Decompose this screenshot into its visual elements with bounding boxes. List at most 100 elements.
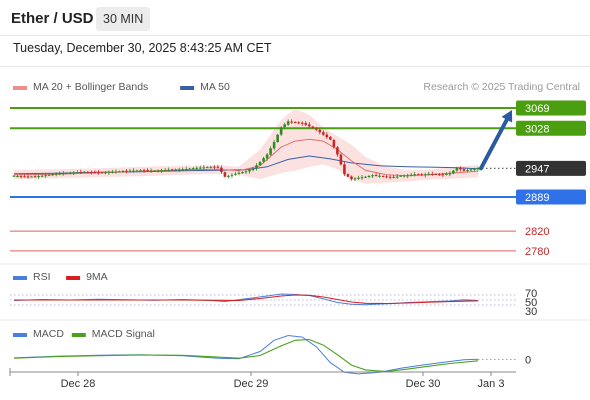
candlesticks bbox=[12, 119, 480, 182]
rsi-tick-label: 30 bbox=[525, 306, 537, 318]
macd-legend-swatch-1 bbox=[71, 333, 86, 337]
candle-body bbox=[65, 173, 69, 175]
candle-body bbox=[132, 170, 135, 172]
candle-body bbox=[367, 175, 371, 177]
candle-body bbox=[104, 172, 107, 174]
candle-body bbox=[318, 129, 322, 133]
price-legend: MA 20 + Bollinger Bands MA 50 bbox=[13, 81, 230, 93]
candle-body bbox=[135, 170, 139, 172]
candle-body bbox=[399, 175, 402, 177]
resistance-level-tag bbox=[516, 120, 586, 136]
candle-body bbox=[402, 175, 406, 177]
candle-body bbox=[300, 122, 304, 124]
candle-body bbox=[206, 167, 209, 169]
candle-body bbox=[339, 154, 343, 165]
candle-body bbox=[107, 172, 111, 174]
rsi-ma-line bbox=[14, 294, 479, 305]
candle-body bbox=[248, 170, 251, 172]
level-labels[interactable]: 3069 3028 2947 2889 2820 2780 bbox=[516, 100, 586, 258]
candle-body bbox=[448, 173, 452, 175]
candle-body bbox=[177, 169, 181, 171]
candle-body bbox=[234, 173, 237, 175]
candle-body bbox=[128, 170, 132, 172]
resistance-level-label: 3028 bbox=[525, 123, 549, 135]
timestamp: Tuesday, December 30, 2025 8:43:25 AM CE… bbox=[13, 41, 272, 55]
support-level-label: 2889 bbox=[525, 192, 549, 204]
candle-body bbox=[434, 174, 438, 176]
candle-body bbox=[343, 164, 346, 175]
divider bbox=[0, 66, 590, 67]
x-axis-tick-label: Dec 30 bbox=[406, 378, 441, 390]
candle-body bbox=[441, 174, 445, 176]
candle-body bbox=[350, 176, 353, 180]
x-axis-tick-label: Jan 3 bbox=[478, 378, 505, 390]
projection-arrow-shaft bbox=[479, 117, 509, 171]
candle-body bbox=[167, 169, 170, 171]
candle-body bbox=[100, 172, 104, 174]
candle-body bbox=[37, 175, 40, 177]
candle-body bbox=[68, 172, 72, 174]
candle-body bbox=[220, 167, 223, 173]
rsi-legend-label-0: RSI bbox=[33, 271, 51, 283]
candle-body bbox=[199, 167, 202, 169]
candle-body bbox=[378, 175, 381, 177]
candle-body bbox=[142, 170, 146, 172]
candle-body bbox=[139, 170, 142, 172]
candle-body bbox=[216, 166, 220, 168]
candle-body bbox=[44, 175, 47, 177]
candle-body bbox=[466, 170, 469, 172]
candle-body bbox=[272, 142, 276, 149]
candle-body bbox=[61, 173, 65, 175]
candle-body bbox=[19, 176, 23, 178]
candle-body bbox=[118, 171, 121, 173]
candle-body bbox=[258, 161, 262, 166]
candle-body bbox=[420, 174, 424, 176]
candle-body bbox=[163, 170, 167, 172]
x-axis: Dec 28 Dec 29 Dec 30 Jan 3 bbox=[9, 368, 516, 390]
candle-body bbox=[381, 176, 385, 178]
candle-body bbox=[297, 122, 301, 124]
candle-body bbox=[315, 128, 318, 130]
candle-body bbox=[283, 124, 286, 128]
candle-body bbox=[322, 132, 325, 135]
candle-body bbox=[251, 168, 255, 171]
current-price-label: 2947 bbox=[525, 163, 549, 175]
candle-body bbox=[469, 169, 473, 171]
candle-body bbox=[125, 170, 128, 172]
candle-body bbox=[279, 127, 283, 135]
candle-body bbox=[174, 169, 177, 171]
candle-body bbox=[33, 176, 37, 178]
candle-body bbox=[30, 176, 33, 178]
candle-body bbox=[86, 171, 90, 173]
candle-body bbox=[325, 134, 329, 138]
macd-legend-label-1: MACD Signal bbox=[92, 328, 155, 340]
rsi-legend-swatch-0 bbox=[13, 276, 27, 280]
candle-body bbox=[476, 168, 480, 170]
timeframe-button[interactable]: 30 MIN bbox=[96, 7, 151, 31]
macd-tick-label: 0 bbox=[525, 355, 531, 367]
candle-body bbox=[202, 167, 206, 169]
candle-body bbox=[26, 176, 30, 178]
candle-body bbox=[406, 175, 409, 177]
candle-body bbox=[12, 175, 16, 177]
candle-body bbox=[79, 171, 83, 173]
candle-body bbox=[54, 173, 58, 175]
chart-header: Ether / USD 30 MIN bbox=[0, 0, 590, 36]
candle-body bbox=[353, 178, 357, 180]
candle-body bbox=[149, 170, 153, 172]
candle-body bbox=[276, 134, 279, 143]
candle-body bbox=[244, 171, 248, 173]
bollinger-band-fill bbox=[14, 108, 478, 184]
candle-body bbox=[160, 170, 163, 172]
price-legend-label-0: MA 20 + Bollinger Bands bbox=[33, 81, 148, 93]
candle-body bbox=[293, 121, 297, 123]
price-levels bbox=[10, 107, 516, 252]
candle-body bbox=[427, 173, 431, 175]
candle-body bbox=[170, 169, 174, 171]
support-level-tag bbox=[516, 189, 586, 205]
candle-body bbox=[431, 173, 434, 175]
minor-level-label: 2820 bbox=[525, 226, 549, 238]
candle-body bbox=[455, 167, 459, 171]
resistance-level-tag bbox=[516, 100, 586, 116]
macd-signal-line bbox=[13, 338, 479, 373]
